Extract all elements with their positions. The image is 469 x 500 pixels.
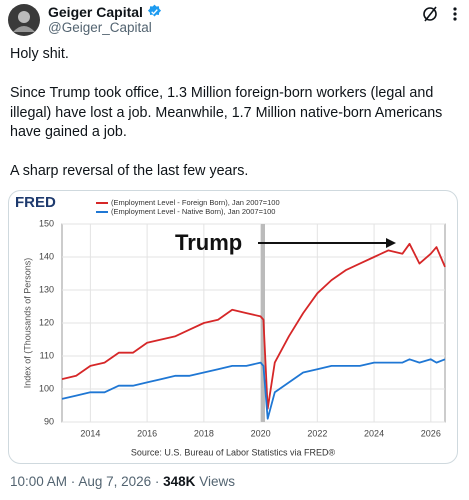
annotation: Trump [175,230,242,255]
tweet-icons[interactable] [422,5,462,23]
author-handle[interactable]: @Geiger_Capital [48,20,152,35]
time[interactable]: 10:00 AM [10,474,68,489]
date[interactable]: Aug 7, 2026 [78,474,152,489]
views-label: Views [199,474,235,489]
x-tick-label: 2026 [421,428,441,438]
series-line [61,242,446,410]
source: Source: U.S. Bureau of Labor Statistics … [131,447,336,457]
x-tick-label: 2018 [194,428,214,438]
x-tick-label: 2022 [307,428,327,438]
fred-logo: FRED [15,194,56,211]
series-line [61,358,446,420]
y-tick-label: 150 [39,218,54,228]
y-tick-label: 110 [40,350,54,360]
x-tick-label: 2020 [251,428,271,438]
paragraph: A sharp reversal of the last few years. [10,163,249,179]
y-tick-label: 140 [39,251,54,261]
avatar[interactable] [8,4,40,36]
y-tick-label: 120 [39,317,54,327]
y-axis-label: Index of (Thousands of Persons) [22,258,32,389]
views-count: 348K [163,474,196,489]
tweet-text: Holy shit. Since Trump took office, 1.3 … [10,45,460,201]
x-tick-label: 2024 [364,428,384,438]
legend-label: (Employment Level - Native Born), Jan 20… [111,207,275,216]
annotation-arrowhead [386,238,396,248]
chart-card[interactable]: FRED Index of (Thousands of Persons) Sou… [8,190,458,464]
legend-label: (Employment Level - Foreign Born), Jan 2… [111,198,280,207]
y-tick-label: 90 [44,416,54,426]
paragraph: Holy shit. [10,46,69,62]
y-tick-label: 100 [39,383,54,393]
x-tick-label: 2016 [137,428,157,438]
tweet-footer: 10:00 AM · Aug 7, 2026 · 348K Views [10,474,235,489]
paragraph: Since Trump took office, 1.3 Million for… [10,85,443,140]
x-tick-label: 2014 [80,428,100,438]
author-name-text[interactable]: Geiger Capital [48,4,143,20]
y-tick-label: 130 [39,284,54,294]
verified-badge [147,4,161,17]
author-name[interactable]: Geiger Capital [48,4,162,20]
